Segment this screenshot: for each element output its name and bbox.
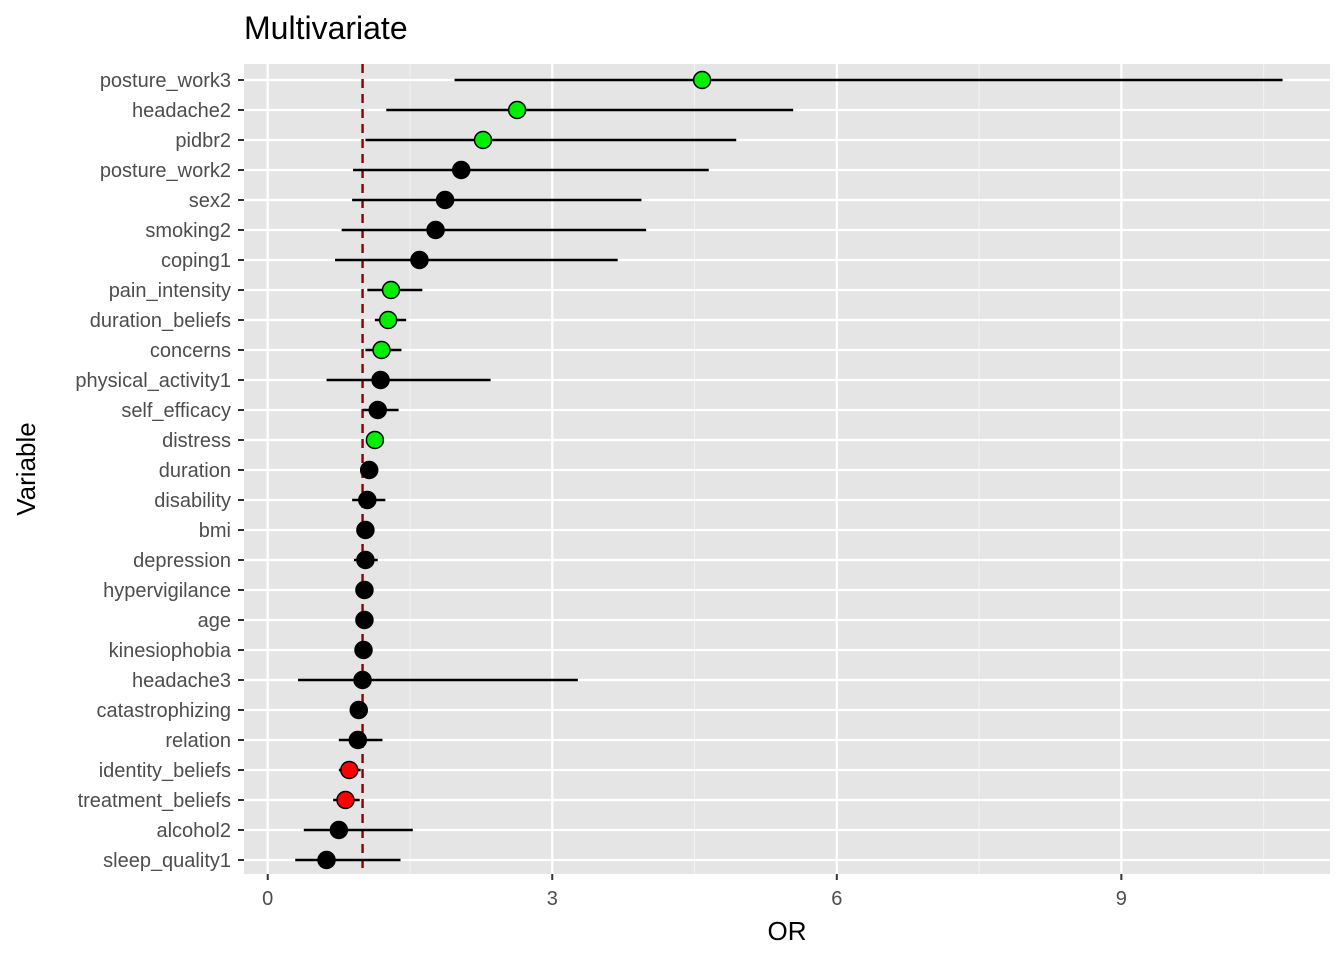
- point: [356, 520, 375, 540]
- point: [354, 640, 373, 660]
- y-tick-label: disability: [154, 490, 231, 512]
- y-tick-label: headache3: [132, 670, 231, 692]
- y-tick-label: posture_work3: [100, 70, 231, 92]
- y-tick-label: age: [198, 610, 231, 632]
- point: [317, 850, 336, 870]
- point: [371, 370, 390, 390]
- y-tick-label: depression: [133, 550, 231, 572]
- point: [372, 340, 391, 360]
- x-tick-label: 9: [1116, 888, 1127, 910]
- point: [507, 100, 527, 120]
- point: [426, 220, 445, 240]
- data-points: [317, 70, 712, 870]
- y-tick-label: coping1: [161, 250, 231, 272]
- y-tick-label: physical_activity1: [75, 370, 231, 392]
- point: [349, 700, 369, 720]
- y-tick-label: self_efficacy: [121, 400, 231, 422]
- point: [358, 490, 377, 510]
- y-tick-label: distress: [162, 430, 231, 452]
- y-tick-label: catastrophizing: [96, 700, 231, 722]
- y-tick-label: pidbr2: [175, 130, 231, 152]
- y-tick-label: pain_intensity: [109, 280, 231, 302]
- x-tick-label: 0: [262, 888, 273, 910]
- point: [451, 160, 471, 180]
- point: [368, 400, 387, 420]
- y-tick-label: sex2: [189, 190, 231, 212]
- point: [359, 460, 379, 480]
- point: [435, 190, 455, 210]
- y-tick-label: kinesiophobia: [109, 640, 232, 662]
- y-tick-label: sleep_quality1: [103, 850, 231, 872]
- y-tick-label: alcohol2: [156, 820, 231, 842]
- y-tick-label: duration: [159, 460, 231, 482]
- y-tick-label: relation: [165, 730, 231, 752]
- error-bars: [295, 78, 1283, 862]
- x-axis-title: OR: [768, 916, 807, 946]
- y-tick-label: treatment_beliefs: [78, 790, 231, 812]
- point: [378, 310, 398, 330]
- y-tick-label: headache2: [132, 100, 231, 122]
- point: [355, 610, 374, 630]
- y-axis-labels: posture_work3 headache2 pidbr2 posture_work…: [75, 70, 244, 872]
- point: [340, 760, 359, 780]
- point: [356, 550, 375, 570]
- point: [348, 730, 368, 750]
- point: [355, 580, 374, 600]
- point: [329, 820, 349, 840]
- y-tick-label: smoking2: [145, 220, 231, 242]
- y-tick-label: posture_work2: [100, 160, 231, 182]
- y-tick-label: hypervigilance: [103, 580, 231, 602]
- x-axis-ticks: 0 3 6 9: [262, 874, 1127, 910]
- point: [381, 280, 401, 300]
- y-tick-label: bmi: [199, 520, 231, 542]
- chart-title: Multivariate: [244, 10, 408, 46]
- x-tick-label: 6: [831, 888, 842, 910]
- point: [473, 130, 493, 150]
- x-tick-label: 3: [547, 888, 558, 910]
- point: [410, 250, 429, 270]
- point: [353, 670, 372, 690]
- y-axis-title: Variable: [11, 422, 41, 515]
- point: [692, 70, 712, 90]
- y-tick-label: duration_beliefs: [90, 310, 231, 332]
- point: [336, 790, 355, 810]
- point: [365, 430, 385, 450]
- y-tick-label: identity_beliefs: [99, 760, 231, 782]
- y-tick-label: concerns: [150, 340, 231, 362]
